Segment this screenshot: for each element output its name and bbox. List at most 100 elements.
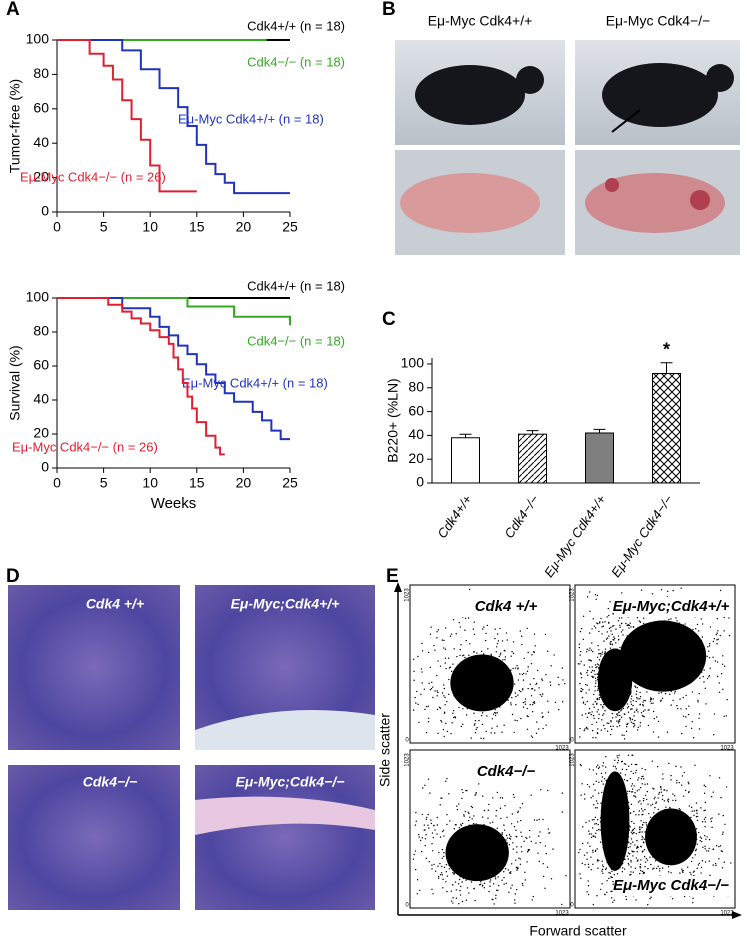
event-dot [682, 667, 684, 670]
event-dot [636, 845, 639, 848]
event-dot [650, 623, 652, 625]
event-dot [501, 832, 503, 834]
event-dot [602, 661, 604, 664]
event-dot [650, 804, 652, 807]
event-dot [604, 621, 606, 623]
event-dot [720, 796, 722, 799]
event-dot [434, 649, 436, 651]
event-dot [443, 735, 445, 738]
event-dot [604, 840, 606, 842]
event-dot [522, 689, 524, 691]
event-dot [600, 617, 602, 620]
event-dot [423, 829, 425, 831]
event-dot [681, 868, 683, 870]
event-dot [547, 711, 550, 713]
event-dot [512, 842, 514, 844]
event-dot [459, 876, 461, 878]
event-dot [679, 872, 681, 874]
event-dot [584, 863, 586, 866]
event-dot [635, 814, 637, 816]
event-dot [594, 685, 596, 688]
event-dot [463, 695, 466, 698]
event-dot [696, 812, 698, 814]
event-dot [621, 661, 623, 663]
event-dot [470, 844, 473, 846]
event-dot [607, 607, 610, 610]
axis-min-label: 0 [570, 903, 574, 909]
event-dot [633, 726, 635, 728]
event-dot [625, 835, 628, 837]
event-dot [594, 593, 597, 596]
event-dot [580, 676, 583, 679]
event-dot [630, 763, 633, 766]
event-dot [637, 801, 640, 803]
event-dot [609, 824, 611, 826]
event-dot [708, 643, 711, 645]
event-dot [613, 899, 615, 901]
event-dot [621, 768, 624, 771]
event-dot [427, 717, 430, 720]
event-dot [631, 708, 633, 710]
event-dot [627, 711, 630, 713]
event-dot [530, 794, 532, 796]
event-dot [501, 731, 503, 733]
event-dot [697, 864, 700, 866]
event-dot [677, 852, 679, 854]
event-dot [499, 654, 502, 656]
event-dot [613, 665, 616, 668]
event-dot [634, 649, 636, 651]
event-dot [515, 695, 517, 698]
event-dot [630, 695, 633, 697]
event-dot [443, 695, 445, 697]
event-dot [611, 643, 614, 646]
event-dot [653, 798, 655, 800]
event-dot [637, 859, 639, 861]
event-dot [508, 891, 510, 893]
event-dot [621, 870, 624, 873]
event-dot [586, 700, 589, 703]
event-dot [459, 648, 461, 651]
event-dot [517, 811, 519, 814]
photo-label: Eμ-Myc Cdk4−/− [606, 13, 711, 29]
event-dot [503, 876, 505, 879]
event-dot [583, 854, 586, 856]
event-dot [667, 862, 669, 864]
event-dot [626, 624, 628, 627]
event-dot [519, 630, 522, 632]
event-dot [642, 850, 644, 852]
event-dot [515, 703, 517, 706]
event-dot [436, 816, 438, 819]
y-tick-label: 0 [41, 459, 49, 475]
event-dot [454, 881, 457, 883]
event-dot [464, 850, 467, 852]
event-dot [706, 836, 708, 838]
event-dot [680, 677, 682, 680]
event-dot [505, 839, 507, 841]
event-dot [623, 858, 625, 861]
event-dot [459, 894, 462, 896]
event-dot [642, 841, 645, 843]
event-dot [610, 868, 613, 870]
event-dot [508, 843, 511, 846]
event-dot [638, 620, 640, 622]
event-dot [691, 810, 693, 812]
event-dot [471, 806, 474, 809]
event-dot [615, 716, 617, 718]
event-dot [642, 710, 645, 712]
event-dot [687, 713, 690, 716]
event-dot [492, 684, 495, 687]
event-dot [495, 809, 498, 812]
event-dot [599, 690, 601, 693]
event-dot [493, 845, 495, 848]
event-dot [414, 868, 417, 871]
event-dot [457, 687, 460, 690]
event-dot [639, 667, 642, 670]
event-dot [618, 822, 620, 825]
event-dot [496, 791, 499, 794]
event-dot [639, 695, 642, 698]
event-dot [631, 754, 634, 756]
event-dot [538, 687, 540, 689]
event-dot [632, 841, 634, 843]
event-dot [683, 838, 685, 840]
event-dot [645, 822, 647, 824]
